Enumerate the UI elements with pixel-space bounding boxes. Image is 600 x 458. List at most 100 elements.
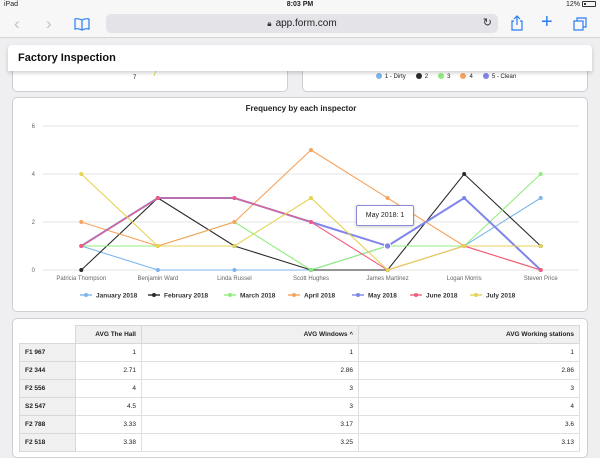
legend-marker-icon [228, 293, 232, 297]
back-icon[interactable]: ‹ [14, 14, 20, 33]
data-point [462, 172, 467, 176]
status-bar: iPad 8:03 PM 12% [0, 0, 600, 11]
y-tick-label: 2 [32, 220, 36, 226]
app-header: Factory Inspection [8, 45, 592, 71]
battery-percent: 12% [565, 1, 580, 8]
table-cell: 1 [141, 343, 359, 362]
data-point [155, 244, 160, 248]
table-cell: 3.25 [141, 433, 359, 452]
legend-label: June 2018 [426, 293, 458, 300]
legend-dot-icon [375, 73, 382, 79]
legend-label: February 2018 [164, 293, 208, 300]
table-cell: 1 [358, 343, 580, 362]
table-cell: 2.71 [75, 361, 142, 380]
rating-legend-item[interactable]: 4 [460, 73, 473, 80]
data-point [538, 172, 543, 176]
data-point [79, 172, 84, 176]
battery-icon [582, 1, 596, 7]
table-cell: 2.86 [358, 361, 580, 380]
table-cell: 3.13 [358, 433, 580, 452]
hovered-point [383, 242, 392, 250]
data-point [155, 268, 160, 272]
row-header: F2 556 [19, 379, 76, 398]
data-point [79, 220, 84, 224]
legend-marker-icon [414, 293, 418, 297]
legend-label: January 2018 [96, 293, 138, 300]
table-row: F2 788 3.33 3.17 3.6 [19, 415, 580, 434]
line-chart: 0 2 4 6 Patricia Thompson Benjamin Ward Linda … [32, 124, 579, 300]
data-point [538, 196, 543, 200]
forward-icon[interactable]: › [46, 14, 52, 33]
legend-dot-icon [482, 73, 489, 79]
table-row: F1 967 1 1 1 [19, 343, 580, 362]
legend-label: 3 [447, 74, 451, 80]
legend-label: July 2018 [486, 293, 516, 300]
data-point [385, 268, 390, 272]
rating-legend-item[interactable]: 5 - Clean [482, 73, 517, 80]
table-cell: 3.6 [358, 415, 580, 434]
data-point [462, 196, 467, 200]
data-point [385, 196, 390, 200]
data-point [538, 268, 543, 272]
legend-label: 4 [469, 74, 473, 80]
rating-legend-item[interactable]: 2 [415, 73, 428, 80]
tabs-icon[interactable] [573, 16, 587, 36]
table-cell: 3.33 [75, 415, 142, 434]
table-row: S2 547 4.5 3 4 [19, 397, 580, 416]
battery-indicator: 12% [566, 1, 596, 8]
series-line [81, 197, 542, 271]
table-corner [19, 325, 76, 344]
rating-legend-item[interactable]: 3 [438, 73, 450, 80]
col-header-windows[interactable]: AVG Windows ^ [141, 325, 359, 344]
table-cell: 3.38 [75, 433, 142, 452]
data-point [309, 196, 313, 200]
bookmarks-icon[interactable] [74, 16, 90, 36]
card-value: 7 [133, 75, 137, 81]
chart-card: Frequency by each inspector 0 2 4 6 Patricia… [12, 97, 588, 312]
data-point [79, 244, 84, 248]
device-label: iPad [4, 1, 19, 8]
table-cell: 3 [141, 397, 359, 416]
chart-title: Frequency by each inspector [245, 104, 357, 113]
table-cell: 1 [75, 343, 142, 362]
table-card: AVG The Hall AVG Windows ^ AVG Working st… [12, 318, 588, 458]
x-tick-label: Steven Price [524, 276, 559, 282]
legend-marker-icon [474, 293, 478, 297]
address-bar[interactable]: 🔒︎ app.form.com ↻ [106, 14, 498, 33]
table-cell: 4.5 [75, 397, 142, 416]
legend-label: April 2018 [304, 293, 335, 300]
legend-dot-icon [438, 73, 445, 79]
row-header: S2 547 [19, 397, 76, 416]
rating-legend-item[interactable]: 1 - Dirty [375, 73, 406, 80]
table-row: F2 344 2.71 2.86 2.86 [19, 361, 580, 380]
table-cell: 3.17 [141, 415, 359, 434]
col-header-hall[interactable]: AVG The Hall [75, 325, 142, 344]
row-header: F2 788 [19, 415, 76, 434]
row-header: F1 967 [19, 343, 76, 362]
x-tick-label: James Martinez [366, 276, 408, 282]
chart-tooltip: May 2018: 1 [356, 205, 414, 226]
share-icon[interactable] [511, 15, 523, 36]
new-tab-icon[interactable]: + [541, 11, 553, 33]
legend-label: 5 - Clean [491, 74, 517, 80]
legend-label: March 2018 [240, 293, 276, 300]
data-point [232, 220, 237, 224]
averages-table: AVG The Hall AVG Windows ^ AVG Working st… [19, 325, 580, 452]
clock: 8:03 PM [286, 1, 314, 8]
series-line [80, 197, 541, 271]
table-cell: 4 [358, 397, 580, 416]
col-header-working-stations[interactable]: AVG Working stations [358, 325, 580, 344]
row-header: F2 518 [19, 433, 76, 452]
legend-marker-icon [152, 293, 156, 297]
legend-dot-icon [415, 73, 422, 79]
table-cell: 4 [75, 379, 142, 398]
y-tick-label: 6 [32, 124, 36, 130]
x-tick-label: Benjamin Ward [137, 276, 178, 282]
data-point [309, 268, 313, 272]
table-row: F2 518 3.38 3.25 3.13 [19, 433, 580, 452]
reload-icon[interactable]: ↻ [482, 17, 492, 29]
x-tick-label: Linda Russel [217, 276, 252, 282]
legend-label: May 2018 [368, 293, 397, 300]
data-point [232, 268, 237, 272]
table-row: F2 556 4 3 3 [19, 379, 580, 398]
